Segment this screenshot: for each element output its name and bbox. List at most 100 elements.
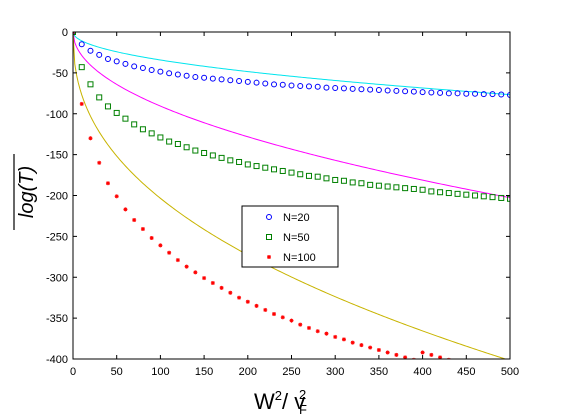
data-point [402, 185, 409, 192]
data-point [236, 158, 243, 165]
legend: N=20 N=50 N=100 [241, 205, 339, 268]
data-point [305, 172, 312, 179]
data-point [358, 180, 365, 187]
data-point [367, 181, 374, 188]
data-point [157, 68, 164, 75]
data-point [428, 89, 435, 96]
data-point [122, 60, 129, 67]
data-point [393, 184, 400, 191]
x-axis-label: W2/ v F 2 [254, 387, 307, 417]
data-point [463, 90, 470, 97]
data-point [340, 177, 347, 184]
data-point [96, 94, 103, 101]
data-point [507, 195, 510, 202]
legend-box [241, 205, 339, 268]
data-point [498, 194, 505, 201]
data-point [454, 190, 461, 197]
data-point [340, 85, 347, 92]
data-point [148, 67, 155, 74]
x-tick-label: 100 [151, 366, 169, 378]
data-point [158, 243, 163, 248]
data-point [349, 85, 356, 92]
data-point [288, 82, 295, 89]
data-point [410, 88, 417, 95]
data-point [419, 186, 426, 193]
data-point [394, 352, 399, 357]
data-point [209, 75, 216, 82]
data-point [166, 70, 173, 77]
data-point [78, 41, 85, 48]
x-tick-label: 400 [413, 366, 431, 378]
data-point [305, 83, 312, 90]
data-point [114, 194, 119, 199]
y-tick-label: 0 [62, 27, 68, 39]
y-tick-label: -400 [46, 354, 68, 366]
data-point [227, 77, 234, 84]
data-point [174, 140, 181, 147]
y-tick-label: -300 [46, 272, 68, 284]
data-point [183, 144, 190, 151]
data-point [480, 193, 487, 200]
data-point [96, 51, 103, 58]
data-point [139, 126, 146, 133]
data-point [272, 312, 277, 317]
data-point [410, 185, 417, 192]
data-point [88, 136, 93, 141]
x-tick-label: 450 [457, 366, 475, 378]
data-point [244, 78, 251, 85]
data-point [210, 280, 215, 285]
data-point [429, 352, 434, 357]
data-point [333, 334, 338, 339]
data-point [236, 78, 243, 85]
data-point [149, 236, 154, 241]
data-point [367, 86, 374, 93]
data-point [279, 167, 286, 174]
data-point [131, 63, 138, 70]
data-point [419, 89, 426, 96]
data-point [332, 176, 339, 183]
data-point [183, 72, 190, 79]
data-point [105, 181, 110, 186]
data-point [375, 87, 382, 94]
data-point [167, 250, 172, 255]
data-point [131, 121, 138, 128]
x-tick-label: 250 [282, 366, 300, 378]
data-point [104, 103, 111, 110]
data-point [228, 290, 233, 295]
data-point [332, 84, 339, 91]
data-point [254, 303, 259, 308]
data-point [87, 81, 94, 88]
data-point [437, 89, 444, 96]
x-tick-label: 150 [195, 366, 213, 378]
data-point [349, 179, 356, 186]
y-label-text: log(T) [16, 166, 38, 218]
data-point [79, 101, 84, 106]
data-point [402, 88, 409, 95]
data-point [87, 47, 94, 54]
x-label-main: W [254, 389, 275, 414]
legend-marker [266, 214, 272, 220]
data-point [192, 147, 199, 154]
data-point [193, 270, 198, 275]
data-point [113, 58, 120, 65]
data-point [97, 160, 102, 165]
data-point [288, 169, 295, 176]
legend-label: N=100 [283, 252, 316, 264]
data-point [315, 329, 320, 334]
data-point [218, 154, 225, 161]
data-point [262, 164, 269, 171]
y-tick-label: -50 [52, 68, 68, 80]
data-point [368, 345, 373, 350]
data-point [314, 83, 321, 90]
data-point [73, 32, 75, 34]
legend-label: N=20 [283, 212, 310, 224]
legend-marker [267, 255, 271, 259]
y-tick-label: -350 [46, 313, 68, 325]
data-point [253, 163, 260, 170]
y-tick-label: -100 [46, 109, 68, 121]
plot-area [73, 32, 510, 359]
data-point [280, 315, 285, 320]
data-point [244, 161, 251, 168]
data-point [78, 64, 85, 71]
fit-line [73, 32, 510, 199]
